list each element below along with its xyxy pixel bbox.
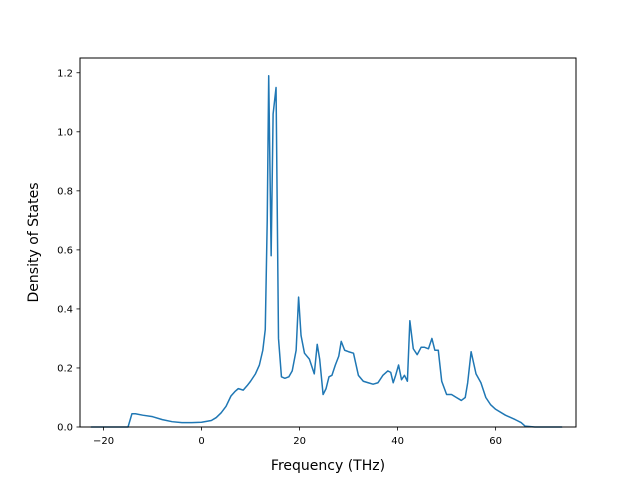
- x-tick-label: 40: [391, 436, 404, 447]
- y-tick-label: 1.0: [57, 127, 73, 138]
- y-tick-label: 1.2: [57, 68, 73, 79]
- x-tick-label: 20: [293, 436, 306, 447]
- x-tick-label: 60: [489, 436, 502, 447]
- y-tick-label: 0.2: [57, 363, 73, 374]
- y-axis-ticks: 0.0 0.2 0.4 0.6 0.8 1.0 1.2: [57, 68, 80, 434]
- y-axis-label: Density of States: [26, 183, 42, 303]
- y-tick-label: 0.4: [57, 304, 73, 315]
- x-axis-ticks: −20 0 20 40 60: [93, 427, 502, 447]
- plot-background: [80, 58, 576, 427]
- plot-frame: [79, 57, 577, 428]
- x-tick-label: 0: [198, 436, 204, 447]
- data-layer: [90, 74, 563, 428]
- x-tick-label: −20: [93, 436, 114, 447]
- y-tick-label: 0.6: [57, 245, 73, 256]
- y-tick-label: 0.8: [57, 186, 73, 197]
- dos-series-line: [90, 74, 563, 428]
- y-tick-label: 0.0: [57, 423, 73, 434]
- x-axis-label: Frequency (THz): [271, 458, 385, 474]
